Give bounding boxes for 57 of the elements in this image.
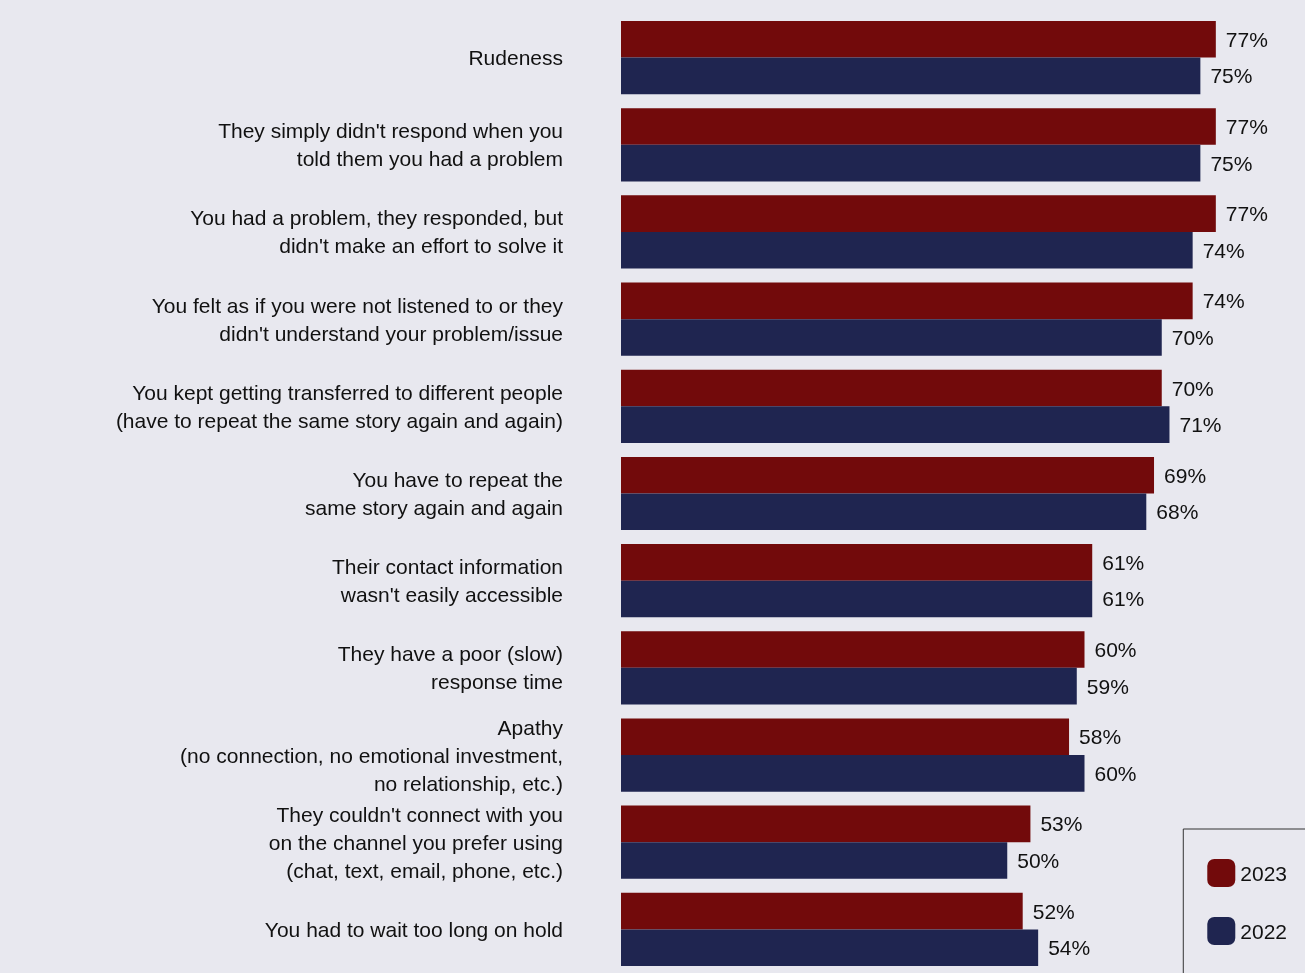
bar [621, 667, 1077, 705]
bar [621, 369, 1162, 407]
y-tick-label: They simply didn't respond when you told them you had a problem [218, 119, 563, 171]
data-label: 60% [1094, 761, 1137, 785]
data-label: 77% [1225, 27, 1268, 51]
data-label: 61% [1102, 587, 1145, 611]
bar [621, 842, 1008, 879]
bar [621, 544, 1093, 581]
y-tick-label: You had a problem, they responded, but didn't make an effort to solve it [190, 206, 564, 258]
y-tick-label: Their contact information wasn't easily accessible [331, 555, 563, 607]
data-label: 53% [1040, 812, 1083, 836]
legend-label: 2022 [1240, 919, 1287, 943]
bar [621, 805, 1031, 843]
bar [621, 406, 1170, 443]
data-label: 74% [1202, 289, 1245, 313]
bar [621, 195, 1216, 232]
bar [621, 20, 1216, 58]
bar [621, 108, 1216, 145]
data-label: 69% [1164, 463, 1207, 487]
y-tick-label: You had to wait too long on hold [264, 917, 563, 941]
data-label: 75% [1210, 151, 1253, 175]
data-label: 70% [1171, 325, 1214, 349]
data-label: 77% [1225, 114, 1268, 138]
data-label: 71% [1179, 413, 1222, 437]
y-tick-label: They have a poor (slow) response time [337, 642, 563, 694]
data-label: 77% [1225, 202, 1268, 226]
bar [621, 580, 1093, 618]
legend-label: 2023 [1240, 861, 1287, 885]
data-label: 61% [1102, 550, 1145, 574]
data-label: 70% [1171, 376, 1214, 400]
y-tick-label: They couldn't connect with you on the channel you prefer using (chat, text, email, phone, etc.) [268, 802, 563, 882]
bar [621, 319, 1162, 356]
y-tick-label: Rudeness [468, 46, 563, 70]
data-label: 74% [1202, 238, 1245, 262]
bar [621, 456, 1155, 494]
y-tick-label: You have to repeat the same story again and again [305, 468, 563, 519]
bar [621, 57, 1201, 95]
bar [621, 231, 1193, 269]
data-label: 50% [1017, 849, 1060, 873]
y-tick-label: Apathy (no connection, no emotional investment, no relationship, etc.) [180, 715, 564, 795]
bar [621, 718, 1070, 756]
bar [621, 493, 1147, 531]
data-label: 54% [1048, 936, 1091, 960]
bar [621, 892, 1023, 930]
y-tick-label: You felt as if you were not listened to or they didn't understand your problem/issue [151, 293, 564, 345]
bar [621, 929, 1039, 967]
bar [621, 282, 1193, 320]
data-label: 60% [1094, 638, 1137, 662]
data-label: 58% [1079, 725, 1122, 749]
y-tick-label: You kept getting transferred to different people (have to repeat the same story again and again) [115, 380, 563, 432]
bar [621, 755, 1085, 792]
data-label: 68% [1156, 500, 1199, 524]
data-label: 52% [1032, 899, 1075, 923]
data-label: 75% [1210, 64, 1253, 88]
bar [621, 144, 1201, 182]
data-label: 59% [1086, 674, 1129, 698]
bar [621, 631, 1085, 668]
